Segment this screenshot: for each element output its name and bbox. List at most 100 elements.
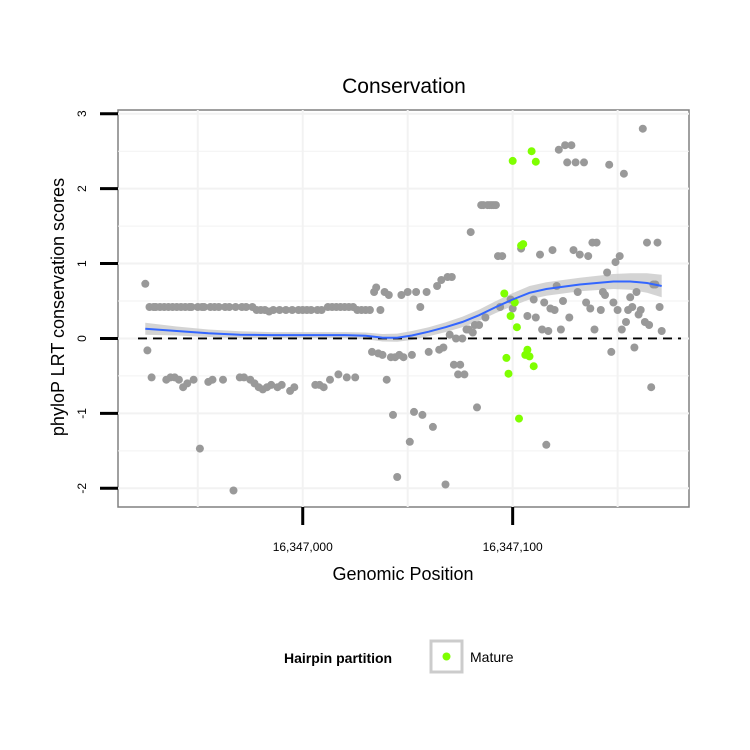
other-point	[376, 306, 385, 314]
other-point	[410, 407, 418, 416]
legend: Hairpin partition Mature	[284, 639, 514, 674]
mature-point	[506, 312, 515, 320]
other-point	[240, 373, 248, 382]
other-point	[290, 383, 299, 392]
other-point	[319, 383, 328, 392]
other-point	[575, 250, 584, 259]
other-point	[653, 238, 662, 247]
y-axis-title: phyloP LRT conservation scores	[48, 178, 68, 436]
other-point	[563, 158, 572, 167]
other-point	[439, 343, 448, 352]
mature-point	[527, 147, 536, 156]
other-point	[460, 370, 469, 379]
other-point	[399, 353, 408, 362]
x-axis: 16,347,000 16,347,100	[273, 507, 543, 554]
smooth-ribbon	[145, 273, 662, 342]
mature-point	[508, 156, 517, 165]
other-point	[536, 250, 544, 259]
other-point	[619, 169, 628, 178]
other-point	[615, 252, 624, 261]
other-point	[569, 246, 578, 255]
legend-title: Hairpin partition	[284, 650, 392, 666]
other-point	[580, 158, 588, 167]
other-point	[458, 334, 467, 343]
other-point	[147, 373, 156, 382]
other-point	[573, 288, 582, 296]
other-point	[584, 252, 593, 261]
other-point	[397, 291, 406, 299]
other-point	[418, 410, 427, 419]
other-point	[174, 375, 183, 384]
other-point	[407, 350, 416, 359]
other-point	[611, 258, 620, 267]
other-point	[219, 375, 227, 384]
other-point	[187, 303, 196, 311]
other-point	[382, 375, 391, 384]
other-point	[452, 334, 460, 343]
chart-title: Conservation	[342, 75, 466, 98]
y-tick-label: 2	[75, 185, 89, 192]
other-point	[334, 370, 343, 379]
other-point	[636, 306, 645, 314]
other-point	[445, 330, 454, 339]
y-tick-label: -1	[75, 408, 89, 419]
mature-point	[502, 353, 511, 362]
mature-point	[531, 157, 540, 166]
y-tick-label: 1	[75, 260, 89, 267]
other-point	[481, 313, 490, 322]
other-point	[317, 306, 326, 314]
other-point	[195, 444, 204, 453]
smooth-line-layer	[145, 280, 662, 339]
other-point	[412, 288, 421, 296]
other-point	[565, 313, 574, 322]
other-point	[559, 297, 567, 305]
other-point	[424, 347, 433, 356]
other-point	[393, 473, 402, 481]
other-point	[630, 343, 639, 352]
other-point	[582, 298, 591, 307]
other-point	[586, 304, 595, 313]
other-point	[647, 383, 656, 392]
other-point	[208, 375, 217, 384]
other-point	[548, 246, 557, 255]
other-point	[242, 303, 251, 311]
other-point	[508, 304, 517, 313]
x-axis-title: Genomic Position	[332, 564, 473, 584]
other-point	[351, 373, 360, 382]
mature-point	[529, 362, 538, 371]
other-point	[613, 306, 622, 314]
other-point	[447, 273, 456, 281]
other-point	[529, 295, 538, 304]
smooth-ribbon-layer	[145, 273, 662, 342]
other-point	[607, 347, 616, 356]
other-point	[542, 440, 551, 449]
y-tick-label: 3	[75, 110, 89, 117]
other-point	[544, 327, 553, 335]
other-point	[307, 306, 316, 314]
other-point	[275, 306, 284, 314]
y-axis: -2 -1 0 1 2 3	[75, 110, 118, 494]
other-point	[225, 303, 234, 311]
x-tick-label: 16,347,100	[483, 540, 543, 554]
other-point	[269, 306, 278, 314]
mature-points-layer	[500, 147, 540, 423]
other-point	[384, 291, 393, 299]
other-point	[428, 422, 437, 431]
other-point	[403, 288, 412, 296]
other-point	[561, 141, 570, 150]
other-point	[229, 486, 238, 495]
other-point	[372, 283, 381, 292]
other-point	[645, 321, 654, 329]
other-point	[523, 312, 532, 320]
other-point	[277, 380, 286, 389]
other-point	[141, 279, 150, 288]
other-point	[632, 288, 641, 296]
other-point	[550, 306, 559, 314]
other-point	[601, 291, 609, 299]
x-tick-label: 16,347,000	[273, 540, 333, 554]
other-point	[200, 303, 209, 311]
mature-point	[515, 414, 523, 423]
other-point	[454, 370, 463, 379]
other-point	[617, 325, 626, 334]
